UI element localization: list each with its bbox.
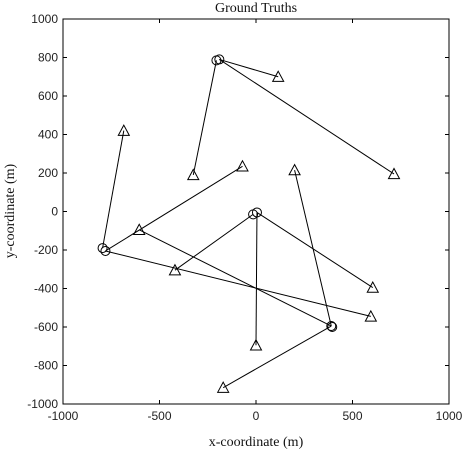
y-tick-label: 600 — [38, 89, 58, 103]
x-tick-label: 500 — [342, 409, 362, 423]
trajectory-line — [294, 169, 332, 327]
y-tick-label: -800 — [34, 359, 58, 373]
triangle-marker — [186, 168, 200, 181]
trajectory-line — [219, 58, 279, 78]
triangle-marker — [364, 309, 378, 322]
y-tick-label: 0 — [51, 205, 58, 219]
triangle-marker — [132, 223, 146, 235]
triangle-marker — [288, 163, 301, 176]
y-tick-label: -200 — [34, 243, 58, 257]
trajectory-line — [192, 60, 217, 176]
trajectory-line — [222, 325, 332, 389]
y-tick-label: -600 — [34, 320, 58, 334]
circle-marker — [97, 243, 108, 254]
x-axis-label: x-coordinate (m) — [209, 435, 304, 450]
trajectory-line — [102, 130, 125, 249]
circle-marker — [251, 207, 262, 218]
x-tick-label: -500 — [147, 409, 171, 423]
trajectory-line — [105, 165, 243, 252]
y-tick-label: -1000 — [27, 397, 58, 411]
plot-content — [97, 54, 401, 393]
y-axis-label: y-coordinate (m) — [3, 163, 18, 258]
trajectory-line — [139, 229, 332, 327]
y-tick-label: 200 — [38, 166, 58, 180]
y-tick-label: -400 — [34, 282, 58, 296]
x-tick-label: 0 — [253, 409, 260, 423]
x-tick-label: 1000 — [436, 409, 463, 423]
trajectory-line — [219, 59, 395, 175]
triangle-marker — [216, 381, 230, 393]
circle-marker — [326, 321, 337, 332]
triangle-marker — [117, 124, 131, 136]
trajectory-line — [256, 212, 374, 288]
axis-ticks: -1000 -500 0 500 1000 -1000 -800 -600 -400 -200 0 2… — [27, 12, 462, 423]
triangle-marker — [249, 338, 263, 351]
trajectory-line — [174, 213, 254, 271]
triangle-marker — [236, 159, 249, 172]
y-tick-label: 400 — [38, 128, 58, 142]
x-tick-label: -1000 — [48, 409, 79, 423]
y-tick-label: 800 — [38, 51, 58, 65]
triangle-marker — [271, 70, 285, 82]
chart-title: Ground Truths — [215, 1, 297, 16]
circle-marker — [211, 55, 222, 66]
circle-marker — [100, 245, 111, 256]
triangle-marker — [366, 280, 380, 293]
triangle-marker — [387, 167, 401, 180]
y-tick-label: 1000 — [31, 12, 58, 26]
trajectory-line — [255, 212, 258, 346]
circle-marker — [327, 322, 338, 332]
triangle-marker — [168, 263, 182, 276]
